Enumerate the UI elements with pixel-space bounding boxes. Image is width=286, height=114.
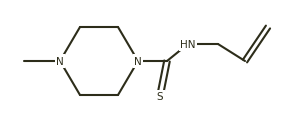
Text: S: S [157, 91, 163, 101]
Text: N: N [134, 57, 142, 66]
Text: HN: HN [180, 40, 196, 50]
Text: N: N [56, 57, 64, 66]
